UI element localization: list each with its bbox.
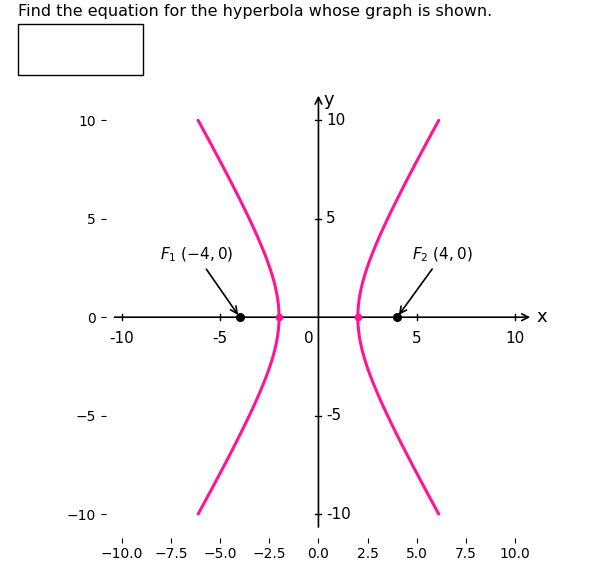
Text: -10: -10 — [327, 507, 351, 522]
Bar — [18, 24, 143, 75]
Text: 10: 10 — [506, 331, 525, 346]
Text: 5: 5 — [327, 211, 336, 226]
Text: $F_1\ (-4, 0)$: $F_1\ (-4, 0)$ — [159, 246, 237, 314]
Text: -5: -5 — [327, 408, 341, 423]
Text: 10: 10 — [327, 113, 346, 128]
Text: y: y — [324, 91, 334, 109]
Text: -10: -10 — [109, 331, 134, 346]
Text: Find the equation for the hyperbola whose graph is shown.: Find the equation for the hyperbola whos… — [18, 4, 492, 19]
Text: 5: 5 — [412, 331, 421, 346]
Text: 0: 0 — [304, 331, 313, 346]
Text: -5: -5 — [213, 331, 227, 346]
Text: $F_2\ (4, 0)$: $F_2\ (4, 0)$ — [400, 246, 473, 314]
Text: x: x — [537, 308, 547, 326]
